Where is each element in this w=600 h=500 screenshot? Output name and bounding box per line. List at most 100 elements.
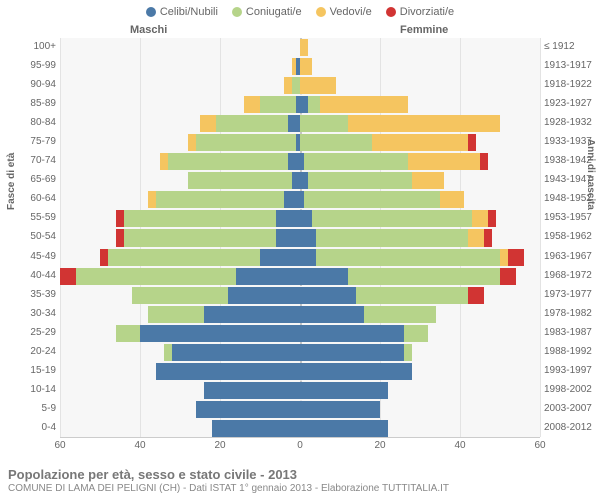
bar-segment: [484, 229, 492, 246]
male-label: Maschi: [130, 24, 167, 36]
bar-segment: [132, 287, 228, 304]
pyramid-row: [60, 343, 540, 362]
bar-female: [300, 306, 436, 323]
bar-male: [116, 210, 300, 227]
bar-segment: [440, 191, 464, 208]
bar-segment: [212, 420, 300, 437]
birth-year-label: 1913-1917: [544, 57, 600, 76]
bar-segment: [156, 363, 300, 380]
pyramid-row: [60, 419, 540, 438]
bar-segment: [480, 153, 488, 170]
bar-segment: [288, 153, 300, 170]
bar-male: [160, 153, 300, 170]
bar-segment: [276, 229, 300, 246]
bar-female: [300, 39, 308, 56]
bar-male: [200, 115, 300, 132]
age-label: 65-69: [4, 171, 56, 190]
bar-segment: [300, 58, 312, 75]
bar-male: [204, 382, 300, 399]
legend-label: Divorziati/e: [400, 6, 454, 18]
bar-segment: [124, 229, 276, 246]
bar-segment: [116, 325, 140, 342]
bar-segment: [300, 210, 312, 227]
bar-segment: [172, 344, 300, 361]
bar-segment: [292, 172, 300, 189]
bar-male: [132, 287, 300, 304]
chart-title: Popolazione per età, sesso e stato civil…: [8, 467, 449, 482]
age-label: 75-79: [4, 133, 56, 152]
legend-label: Celibi/Nubili: [160, 6, 218, 18]
bar-female: [300, 58, 312, 75]
gridline: [540, 38, 541, 437]
age-label: 60-64: [4, 190, 56, 209]
bar-segment: [500, 268, 516, 285]
bar-segment: [196, 134, 296, 151]
birth-year-label: 1963-1967: [544, 248, 600, 267]
bar-segment: [108, 249, 260, 266]
bar-segment: [404, 344, 412, 361]
age-label: 70-74: [4, 152, 56, 171]
bar-female: [300, 96, 408, 113]
bar-segment: [300, 268, 348, 285]
legend-item-coniugati: Coniugati/e: [232, 6, 302, 18]
bar-female: [300, 191, 464, 208]
bar-segment: [116, 229, 124, 246]
bar-female: [300, 172, 444, 189]
bar-segment: [292, 77, 300, 94]
birth-year-label: 1933-1937: [544, 133, 600, 152]
bar-female: [300, 287, 484, 304]
bar-segment: [300, 77, 336, 94]
x-tick-label: 40: [134, 440, 145, 451]
bar-segment: [312, 210, 472, 227]
age-label: 85-89: [4, 95, 56, 114]
age-label: 0-4: [4, 419, 56, 438]
bar-male: [244, 96, 300, 113]
birth-year-label: 1938-1942: [544, 152, 600, 171]
bar-female: [300, 249, 524, 266]
bar-male: [292, 58, 300, 75]
bar-male: [60, 268, 300, 285]
birth-year-label: 2008-2012: [544, 419, 600, 438]
bar-segment: [468, 229, 484, 246]
x-tick-label: 40: [454, 440, 465, 451]
age-label: 30-34: [4, 305, 56, 324]
bar-segment: [300, 325, 404, 342]
bar-segment: [300, 172, 308, 189]
bar-segment: [124, 210, 276, 227]
bar-segment: [288, 115, 300, 132]
pyramid-row: [60, 76, 540, 95]
birth-year-label: 1918-1922: [544, 76, 600, 95]
birth-year-label: 1998-2002: [544, 381, 600, 400]
birth-year-label: 1968-1972: [544, 267, 600, 286]
age-label: 80-84: [4, 114, 56, 133]
age-label: 35-39: [4, 286, 56, 305]
bar-segment: [216, 115, 288, 132]
bar-segment: [364, 306, 436, 323]
legend-swatch: [146, 7, 156, 17]
bar-segment: [316, 249, 500, 266]
bar-segment: [204, 306, 300, 323]
bar-segment: [300, 96, 308, 113]
birth-year-label: ≤ 1912: [544, 38, 600, 57]
birth-year-label: 1948-1952: [544, 190, 600, 209]
pyramid-row: [60, 362, 540, 381]
age-label: 90-94: [4, 76, 56, 95]
bar-segment: [408, 153, 480, 170]
bar-female: [300, 344, 412, 361]
pyramid-row: [60, 114, 540, 133]
female-label: Femmine: [400, 24, 448, 36]
bar-segment: [308, 96, 320, 113]
age-label: 15-19: [4, 362, 56, 381]
bar-segment: [304, 191, 440, 208]
pyramid-row: [60, 248, 540, 267]
chart-subtitle: COMUNE DI LAMA DEI PELIGNI (CH) - Dati I…: [8, 483, 449, 494]
x-tick-label: 0: [297, 440, 303, 451]
bar-segment: [300, 229, 316, 246]
bar-segment: [300, 382, 388, 399]
legend-swatch: [386, 7, 396, 17]
legend-label: Vedovi/e: [330, 6, 372, 18]
age-label: 55-59: [4, 209, 56, 228]
bar-segment: [260, 96, 296, 113]
pyramid-row: [60, 171, 540, 190]
pyramid-row: [60, 267, 540, 286]
